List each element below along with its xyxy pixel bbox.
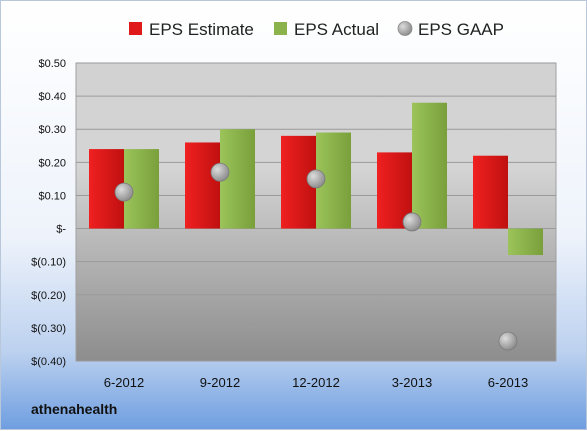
y-tick-label: $0.30	[38, 124, 66, 136]
bar-eps-estimate	[473, 155, 508, 229]
x-tick-label: 6-2013	[488, 375, 528, 390]
x-tick-label: 9-2012	[200, 375, 240, 390]
bar-eps-actual	[508, 228, 543, 256]
legend-swatch	[129, 22, 142, 35]
grid-lines	[76, 62, 556, 362]
point-eps-gaap	[210, 162, 230, 182]
legend: EPS Estimate EPS Actual EPS GAAP	[129, 20, 504, 39]
point-eps-gaap	[306, 169, 326, 189]
y-tick-label: $(0.40)	[31, 356, 66, 368]
y-tick-label: $(0.10)	[31, 257, 66, 269]
brand-label: athenahealth	[31, 401, 118, 417]
gaap-points	[114, 162, 518, 351]
y-tick-label: $(0.20)	[31, 290, 66, 302]
legend-swatch	[397, 21, 413, 36]
x-tick-label: 3-2013	[392, 375, 432, 390]
y-tick-label: $0.20	[38, 157, 66, 169]
legend-label: EPS GAAP	[418, 20, 504, 39]
y-tick-label: $0.50	[38, 58, 66, 70]
point-eps-gaap	[498, 331, 518, 351]
y-tick-label: $0.40	[38, 91, 66, 103]
y-tick-label: $(0.30)	[31, 323, 66, 335]
y-tick-label: $-	[56, 224, 66, 236]
point-eps-gaap	[402, 212, 422, 232]
x-tick-label: 12-2012	[292, 375, 340, 390]
point-eps-gaap	[114, 182, 134, 202]
legend-label: EPS Estimate	[149, 20, 254, 39]
x-tick-label: 6-2012	[104, 375, 144, 390]
legend-label: EPS Actual	[294, 20, 379, 39]
bar-eps-actual	[412, 102, 447, 229]
x-axis: 6-2012 9-2012 12-2012 3-2013 6-2013	[104, 375, 528, 390]
y-axis: $0.50 $0.40 $0.30 $0.20 $0.10 $- $(0.10) $(0.20…	[31, 58, 66, 368]
legend-swatch	[274, 22, 287, 35]
bar-eps-estimate	[185, 142, 220, 229]
y-tick-label: $0.10	[38, 190, 66, 202]
